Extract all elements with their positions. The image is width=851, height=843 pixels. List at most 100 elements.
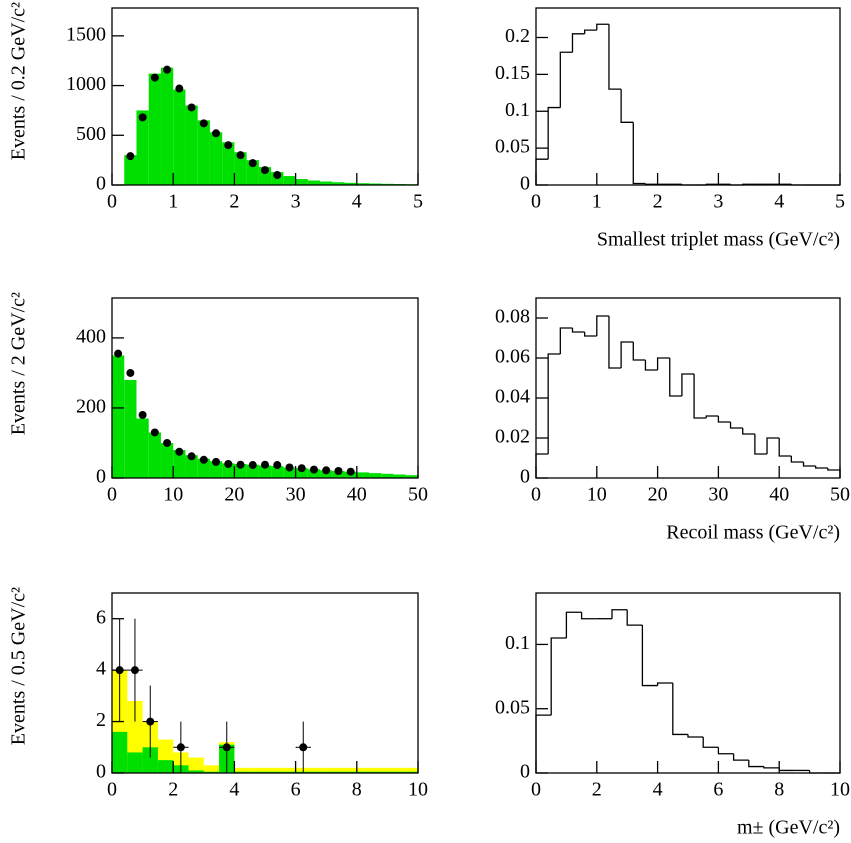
- data-point: [261, 460, 269, 469]
- step: [583, 332, 597, 337]
- x-tick-label: 0: [107, 191, 117, 213]
- bar: [185, 455, 198, 478]
- x-tick-label: 5: [835, 191, 845, 213]
- bar: [344, 182, 357, 185]
- data-point: [248, 461, 257, 470]
- step: [559, 51, 573, 108]
- y-tick-label: 0: [96, 173, 106, 195]
- bar: [197, 120, 210, 185]
- bar: [249, 767, 265, 773]
- data-point: [163, 65, 172, 74]
- bar: [283, 467, 296, 478]
- x-tick-label: 30: [708, 484, 728, 506]
- bar: [124, 155, 137, 185]
- x-tick-label: 20: [224, 484, 244, 506]
- x-tick-label: 0: [531, 191, 541, 213]
- data-point: [175, 447, 184, 456]
- x-tick-label: 6: [713, 779, 723, 801]
- x-tick-label: 8: [774, 779, 784, 801]
- step: [632, 342, 646, 361]
- data-point: [273, 171, 282, 180]
- data-point: [322, 466, 331, 475]
- y-tick-label: 0.1: [505, 99, 530, 121]
- y-tick-label: 0: [96, 761, 106, 783]
- bar: [148, 432, 161, 478]
- step: [580, 612, 597, 620]
- x-tick-label: 2: [168, 779, 178, 801]
- bar: [369, 183, 382, 185]
- data-point: [176, 743, 185, 752]
- data-point: [199, 119, 208, 128]
- y-axis-title: Events / 0.5 GeV/c²: [8, 587, 30, 745]
- bar: [310, 767, 327, 773]
- x-tick-label: 0: [531, 484, 541, 506]
- y-tick-label: 1000: [66, 73, 106, 95]
- step: [693, 374, 707, 419]
- y-tick-label: 0: [520, 173, 530, 195]
- bar: [209, 461, 223, 478]
- bar: [393, 474, 406, 478]
- x-tick-label: 8: [352, 779, 362, 801]
- step: [608, 316, 622, 369]
- bar: [246, 464, 259, 478]
- bar: [136, 418, 149, 478]
- data-point: [334, 466, 343, 475]
- y-tick-label: 0.08: [495, 306, 530, 328]
- x-tick-label: 3: [713, 191, 723, 213]
- x-tick-label: 0: [107, 484, 117, 506]
- x-tick-label: 2: [592, 779, 602, 801]
- data-point: [146, 717, 155, 726]
- bar: [127, 752, 143, 773]
- step: [729, 422, 743, 429]
- bar: [173, 449, 186, 478]
- step: [754, 434, 768, 455]
- data-point: [236, 151, 245, 160]
- step: [656, 682, 673, 686]
- bar: [402, 767, 418, 773]
- plot-frame: [535, 297, 841, 479]
- data-point: [297, 464, 306, 473]
- bar: [136, 110, 149, 185]
- plot-frame: [535, 592, 841, 774]
- step: [763, 766, 780, 769]
- bar: [142, 747, 158, 773]
- plot-frame: [111, 297, 419, 479]
- x-tick-label: 10: [408, 779, 428, 801]
- x-tick-label: 3: [291, 191, 301, 213]
- bar: [209, 132, 223, 185]
- plot-frame: [111, 7, 419, 186]
- data-point: [150, 73, 159, 82]
- y-axis-title: Events / 2 GeV/c²: [8, 292, 30, 435]
- y-tick-label: 0.05: [495, 696, 530, 718]
- step: [608, 24, 622, 90]
- data-point: [138, 410, 147, 419]
- bar: [185, 105, 198, 185]
- x-axis-title: m± (GeV/c²): [737, 817, 840, 839]
- data-point: [299, 743, 308, 752]
- bar: [271, 466, 284, 478]
- y-tick-label: 400: [76, 326, 106, 348]
- step: [802, 462, 816, 467]
- bar: [356, 767, 373, 773]
- y-tick-label: 0.05: [495, 136, 530, 158]
- y-tick-label: 0.06: [495, 346, 530, 368]
- step: [681, 373, 695, 396]
- data-point: [212, 129, 221, 138]
- x-tick-label: 6: [291, 779, 301, 801]
- x-tick-label: 4: [774, 191, 784, 213]
- step: [571, 33, 585, 53]
- step: [644, 183, 658, 185]
- bar: [372, 767, 388, 773]
- bar: [148, 73, 161, 185]
- y-tick-label: 0: [520, 761, 530, 783]
- bar: [234, 463, 247, 478]
- bar: [112, 355, 125, 478]
- bar: [341, 767, 357, 773]
- step: [596, 23, 609, 31]
- step: [732, 753, 749, 761]
- x-axis-title: Smallest triplet mass (GeV/c²): [597, 229, 840, 251]
- y-tick-label: 1500: [66, 23, 106, 45]
- bar: [381, 473, 394, 478]
- x-tick-label: 20: [648, 484, 668, 506]
